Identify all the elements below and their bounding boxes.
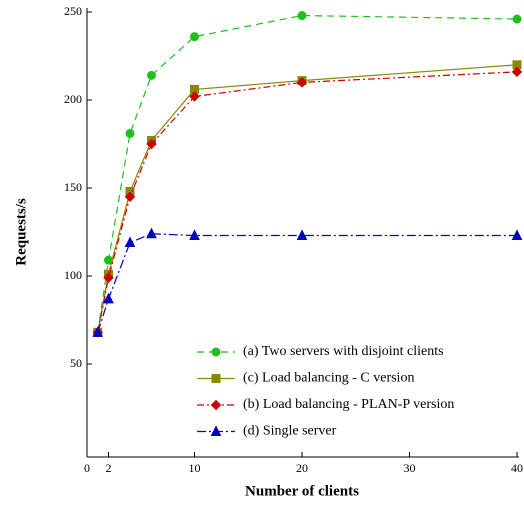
data-point bbox=[296, 229, 308, 241]
series-line bbox=[97, 233, 517, 333]
y-tick-label: 200 bbox=[64, 92, 82, 106]
legend-label: (b) Load balancing - PLAN-P version bbox=[243, 397, 454, 412]
y-tick-label: 250 bbox=[64, 4, 82, 18]
data-point bbox=[190, 32, 199, 42]
data-point bbox=[125, 128, 135, 138]
legend-marker bbox=[211, 374, 221, 383]
x-tick-label: 10 bbox=[189, 461, 201, 475]
x-tick-label: 20 bbox=[296, 461, 308, 475]
legend-marker bbox=[211, 347, 221, 357]
legend-label: (d) Single server bbox=[243, 424, 337, 439]
x-tick-label: 30 bbox=[404, 461, 416, 475]
data-point bbox=[147, 70, 156, 80]
x-tick-label: 0 bbox=[84, 461, 90, 475]
series-line bbox=[97, 71, 518, 333]
data-point bbox=[146, 227, 157, 239]
data-point bbox=[124, 236, 136, 248]
data-point bbox=[189, 91, 200, 102]
data-point bbox=[511, 229, 523, 241]
y-tick-label: 150 bbox=[64, 180, 82, 194]
data-point bbox=[103, 272, 114, 283]
data-point bbox=[512, 14, 522, 24]
y-tick-label: 100 bbox=[64, 268, 82, 282]
y-axis-title: Requests/s bbox=[13, 198, 29, 266]
data-point bbox=[511, 66, 523, 78]
data-point bbox=[124, 191, 136, 203]
data-point bbox=[297, 11, 307, 21]
legend-marker bbox=[210, 399, 222, 411]
legend-marker bbox=[210, 425, 222, 436]
series-line bbox=[97, 14, 518, 333]
data-point bbox=[103, 292, 114, 304]
x-tick-label: 2 bbox=[106, 461, 112, 475]
data-point bbox=[296, 77, 308, 88]
y-tick-label: 50 bbox=[70, 356, 82, 370]
legend-label: (c) Load balancing - C version bbox=[243, 371, 414, 386]
data-point bbox=[146, 138, 157, 150]
x-tick-label: 40 bbox=[511, 461, 523, 475]
data-point bbox=[189, 229, 200, 241]
x-axis-title: Number of clients bbox=[245, 483, 359, 499]
series-line bbox=[97, 64, 518, 333]
data-point bbox=[92, 326, 104, 337]
legend-label: (a) Two servers with disjoint clients bbox=[243, 344, 444, 359]
